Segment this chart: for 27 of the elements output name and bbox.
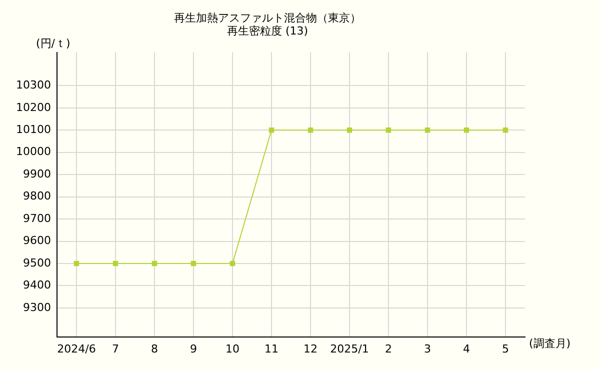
y-tick-label: 9900	[22, 167, 51, 180]
x-tick-label: 2025/1	[330, 342, 369, 356]
y-tick-label: 10000	[16, 145, 51, 158]
y-tick-label: 9500	[22, 256, 51, 270]
x-tick-label: 9	[190, 342, 197, 356]
x-tick-label: 7	[112, 342, 119, 356]
y-tick-label: 10300	[16, 78, 51, 92]
y-tick-label: 9300	[22, 300, 51, 314]
x-tick-label: 2024/6	[57, 342, 96, 356]
x-tick-label: 4	[463, 342, 470, 356]
x-tick-label: 10	[225, 342, 240, 356]
x-tick-label: 8	[150, 342, 158, 356]
x-tick-label: 2	[385, 342, 392, 356]
y-tick-label: 9700	[22, 212, 51, 225]
y-tick-label: 9400	[22, 278, 51, 292]
chart-title: 再生加熱アスファルト混合物（東京）	[174, 11, 361, 24]
y-tick-label: 9600	[22, 234, 51, 248]
x-axis-title: (調査月)	[529, 336, 571, 351]
x-tick-label: 3	[424, 342, 431, 356]
y-tick-label: 9800	[22, 190, 51, 203]
x-tick-label: 11	[264, 342, 278, 356]
chart-subtitle: 再生密粒度 (13)	[226, 24, 308, 38]
x-tick-label: 5	[502, 342, 509, 356]
y-tick-label: 10100	[16, 123, 51, 136]
y-tick-label: 10200	[16, 100, 51, 114]
x-tick-label: 12	[303, 342, 318, 356]
y-axis-title: (円/ｔ)	[36, 36, 70, 51]
